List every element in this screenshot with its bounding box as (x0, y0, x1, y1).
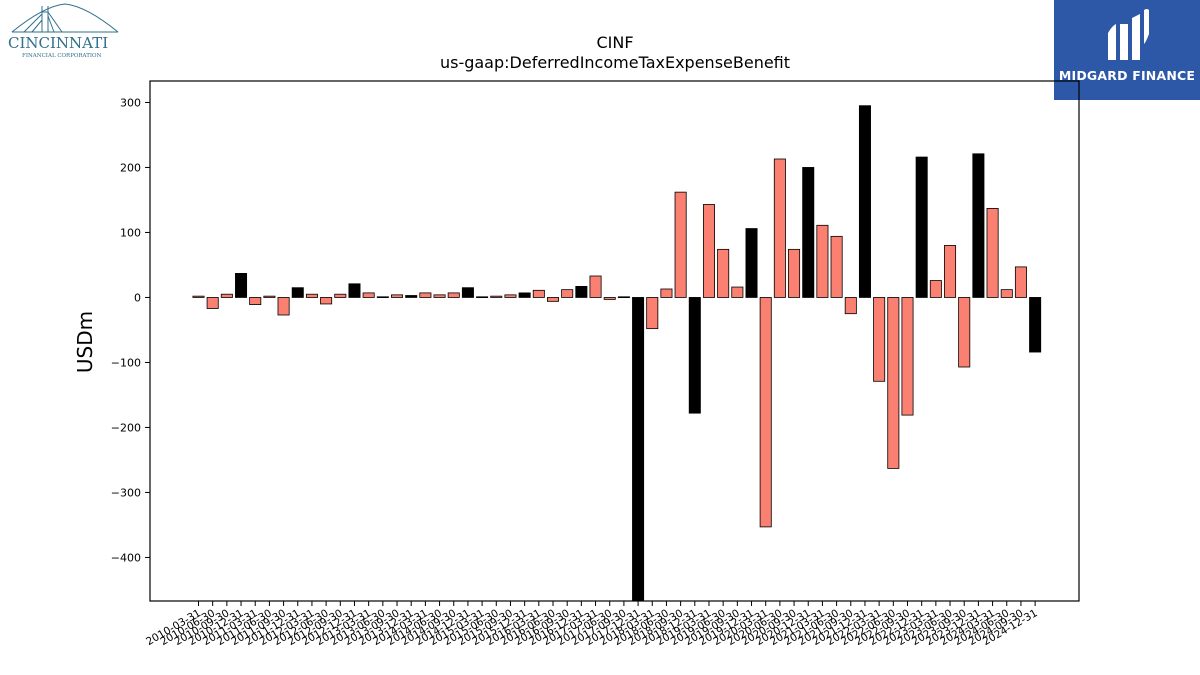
bar-2013-12-31 (405, 295, 418, 298)
chart-title: CINF (596, 33, 633, 52)
bar-2017-12-31 (632, 297, 645, 602)
bar-2011-06-30 (263, 295, 276, 298)
plot-frame (149, 80, 1080, 602)
bar-2021-03-31 (816, 224, 829, 298)
bar-2012-03-31 (305, 293, 318, 298)
bar-2010-06-30 (206, 297, 219, 309)
bar-2022-09-30 (901, 297, 914, 416)
y-tick-label: −400 (111, 551, 141, 564)
bar-2016-06-30 (547, 297, 560, 302)
bar-2016-12-31 (575, 285, 588, 298)
bar-2015-12-31 (518, 292, 531, 298)
bar-2012-09-30 (334, 293, 347, 298)
bar-2023-09-30 (958, 297, 971, 368)
bar-2024-03-31 (986, 207, 999, 298)
y-tick-label: −300 (111, 486, 141, 499)
bar-2020-09-30 (788, 248, 801, 298)
bar-2010-03-31 (192, 295, 205, 298)
y-tick-label: −100 (111, 356, 141, 369)
bar-2021-09-30 (844, 297, 857, 315)
bar-2014-09-30 (447, 292, 460, 298)
bar-2012-06-30 (320, 297, 333, 305)
bar-2018-03-31 (646, 297, 659, 330)
bar-2013-09-30 (391, 294, 404, 298)
bar-2013-03-31 (362, 292, 375, 298)
bar-2021-06-30 (830, 235, 843, 298)
bar-2011-03-31 (249, 297, 262, 306)
y-axis-label: USDm (73, 311, 97, 373)
bar-2015-06-30 (490, 295, 503, 298)
bar-2011-09-30 (277, 297, 290, 316)
bar-2012-12-31 (348, 283, 361, 298)
y-tick-label: −200 (111, 421, 141, 434)
bar-2017-09-30 (617, 296, 630, 298)
bar-2016-09-30 (561, 289, 574, 298)
bar-2011-12-31 (291, 287, 304, 298)
bar-2020-06-30 (773, 158, 786, 298)
bar-2014-12-31 (461, 287, 474, 298)
bar-2010-09-30 (220, 293, 233, 298)
bar-2017-03-31 (589, 275, 602, 298)
bar-2022-06-30 (887, 297, 900, 469)
bar-2020-12-31 (802, 167, 815, 298)
bar-2015-09-30 (504, 294, 517, 298)
midgard-finance-logo: MIDGARD FINANCE (1054, 0, 1200, 100)
bar-2019-09-30 (731, 286, 744, 298)
bar-2010-12-31 (235, 272, 248, 298)
y-tick-label: 300 (120, 96, 141, 109)
bars-group (192, 105, 1042, 602)
logo-subtitle-text: FINANCIAL CORPORATION (22, 53, 102, 59)
y-tick-label: 200 (120, 161, 141, 174)
logo-name-text: CINCINNATI (8, 34, 108, 52)
bar-2023-03-31 (929, 280, 942, 298)
bar-2018-06-30 (660, 288, 673, 298)
bar-2022-03-31 (873, 297, 886, 382)
bar-2020-03-31 (759, 297, 772, 528)
bar-2019-12-31 (745, 228, 758, 298)
bar-2024-06-30 (1000, 289, 1013, 298)
bar-2023-12-31 (972, 153, 985, 298)
logo-brand-text: MIDGARD FINANCE (1058, 68, 1196, 83)
bar-2017-06-30 (603, 297, 616, 300)
y-tick-label: 100 (120, 226, 141, 239)
chart-subtitle: us-gaap:DeferredIncomeTaxExpenseBenefit (440, 53, 790, 72)
bar-2018-09-30 (674, 191, 687, 298)
bar-2015-03-31 (476, 296, 489, 298)
x-ticks-group: 2010-03-312010-06-302010-09-302010-12-31… (144, 601, 1040, 648)
bar-2013-06-30 (376, 296, 389, 298)
bar-2016-03-31 (532, 289, 545, 298)
bar-2018-12-31 (688, 297, 701, 414)
y-ticks-group: 300 200 100 0 −100 −200 −300 −400 (111, 96, 150, 564)
bar-2024-09-30 (1014, 266, 1027, 298)
bar-2019-06-30 (717, 248, 730, 298)
y-tick-label: 0 (134, 291, 141, 304)
bar-2019-03-31 (702, 204, 715, 298)
bar-2014-06-30 (433, 294, 446, 298)
bar-2022-12-31 (915, 156, 928, 298)
bar-2014-03-31 (419, 292, 432, 298)
cincinnati-financial-logo: CINCINNATI FINANCIAL CORPORATION (4, 2, 126, 60)
bar-2024-12-31 (1029, 297, 1042, 353)
bar-2021-12-31 (858, 105, 871, 298)
bar-2023-06-30 (944, 245, 957, 298)
